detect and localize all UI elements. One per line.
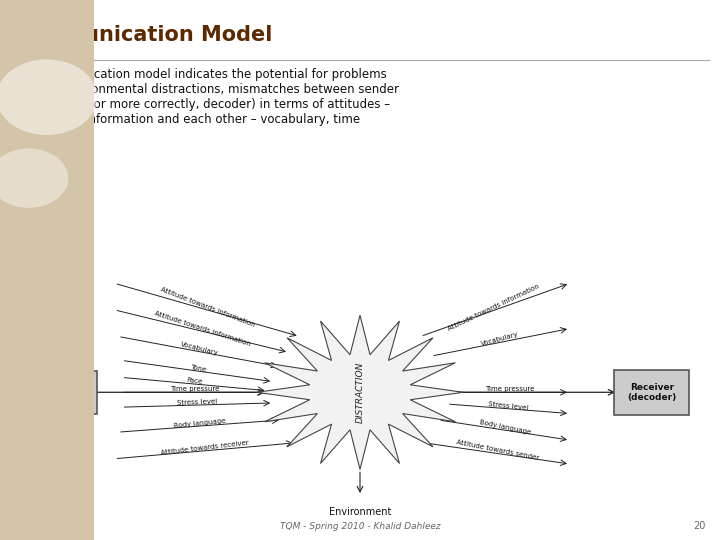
FancyBboxPatch shape — [614, 370, 689, 415]
Polygon shape — [257, 315, 463, 469]
Text: Tone: Tone — [189, 363, 207, 373]
Text: Body language: Body language — [479, 419, 531, 435]
Text: 20: 20 — [693, 521, 705, 530]
Text: Time pressure: Time pressure — [170, 386, 219, 392]
Text: Attitude towards receiver: Attitude towards receiver — [161, 440, 249, 456]
Text: Vocabulary: Vocabulary — [480, 332, 519, 347]
Text: Environment: Environment — [329, 507, 391, 517]
Text: Vocabulary: Vocabulary — [181, 341, 220, 356]
Text: TQM - Spring 2010 - Khalid Dahleez: TQM - Spring 2010 - Khalid Dahleez — [279, 522, 441, 530]
Text: Attitude towards information: Attitude towards information — [447, 283, 541, 332]
Text: Stress level: Stress level — [488, 401, 529, 411]
Text: Communication Model: Communication Model — [12, 25, 273, 45]
Text: Sender: Sender — [42, 387, 81, 397]
Text: Body language: Body language — [174, 417, 226, 429]
Text: Stress level: Stress level — [177, 399, 217, 406]
Text: Receiver
(decoder): Receiver (decoder) — [627, 382, 676, 402]
Text: DISTRACTION: DISTRACTION — [356, 362, 364, 423]
FancyBboxPatch shape — [25, 371, 96, 414]
Text: Pace: Pace — [186, 377, 203, 385]
Text: Attitude towards sender: Attitude towards sender — [456, 440, 539, 462]
Text: Attitude towards information: Attitude towards information — [160, 286, 256, 328]
Text: This communication model indicates the potential for problems
through environmen: This communication model indicates the p… — [12, 68, 400, 141]
Text: Attitude towards information: Attitude towards information — [154, 310, 251, 347]
Text: Time pressure: Time pressure — [485, 386, 534, 392]
